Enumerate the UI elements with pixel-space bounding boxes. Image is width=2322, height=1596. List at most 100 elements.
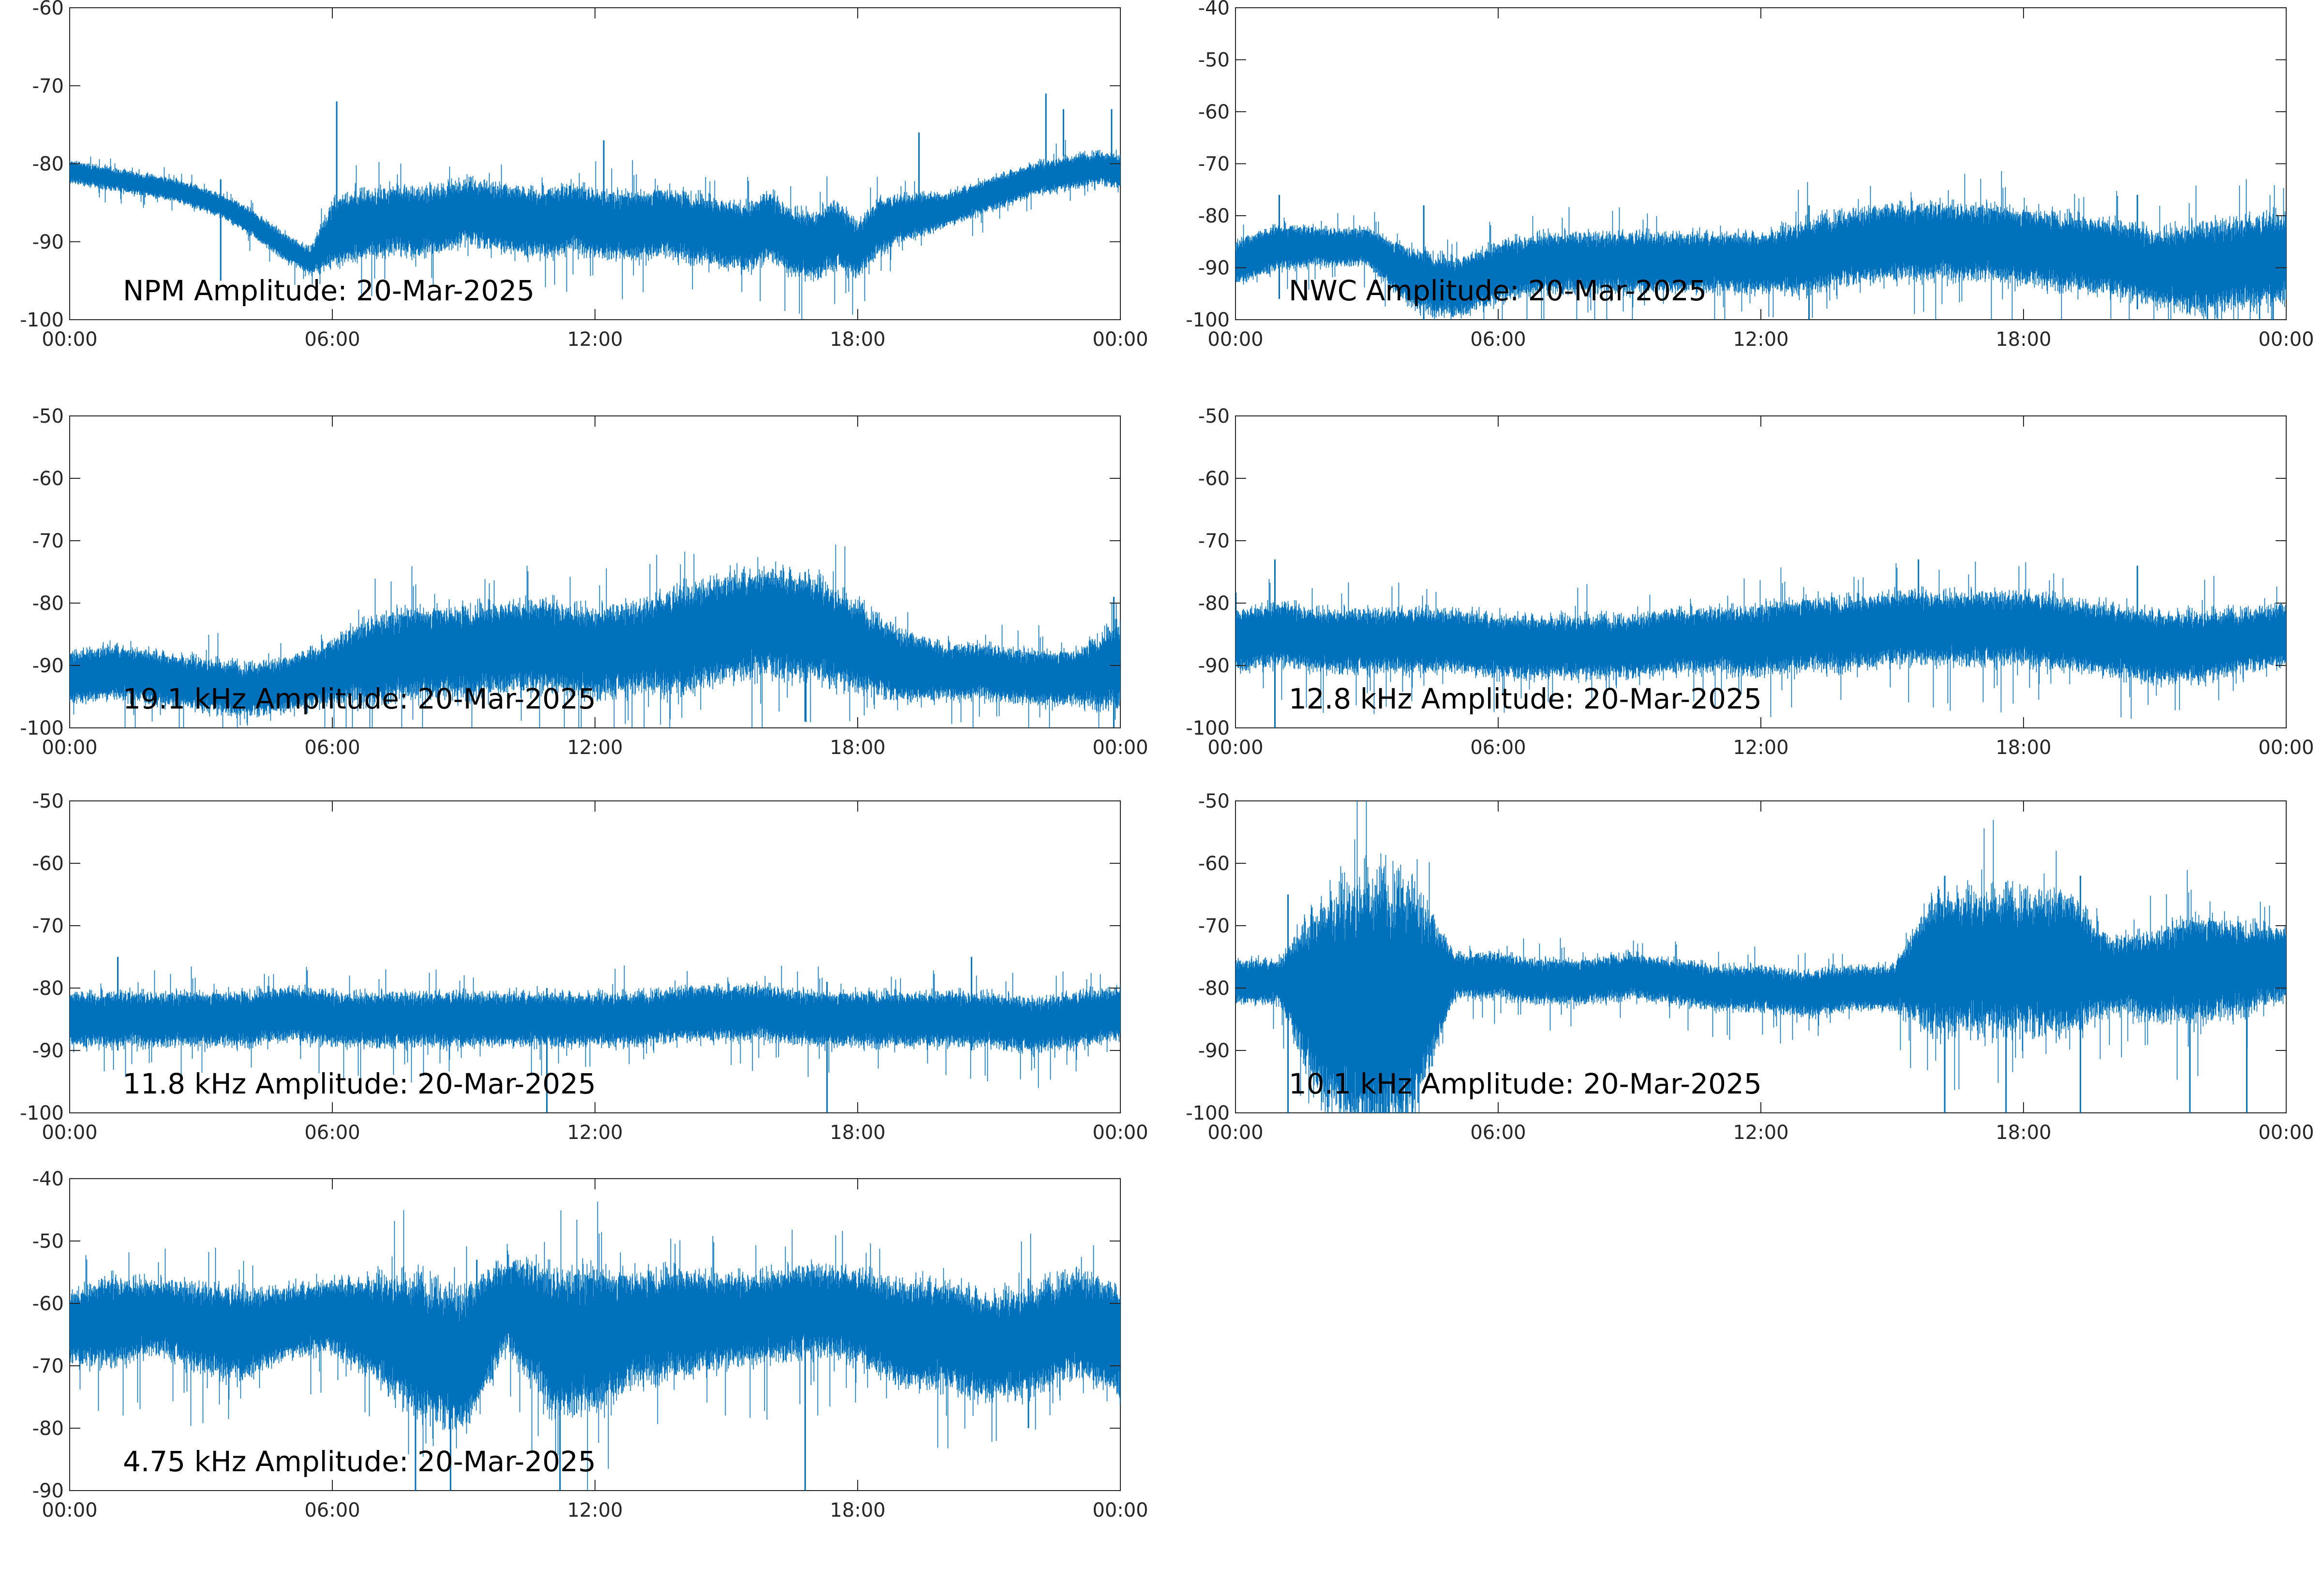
- amplitude-series: [1235, 171, 2286, 320]
- y-tick-label: -100: [1186, 1102, 1230, 1124]
- panel-annotation: 4.75 kHz Amplitude: 20-Mar-2025: [123, 1445, 596, 1478]
- y-tick-label: -80: [1198, 592, 1230, 615]
- panel-annotation: NPM Amplitude: 20-Mar-2025: [123, 274, 535, 307]
- y-tick-label: -100: [1186, 717, 1230, 739]
- x-tick-label: 00:00: [1092, 1122, 1148, 1144]
- y-tick-label: -70: [32, 915, 64, 937]
- x-tick-label: 12:00: [567, 737, 623, 759]
- y-tick-label: -90: [1198, 257, 1230, 280]
- x-tick-label: 18:00: [1995, 328, 2051, 351]
- y-tick-label: -70: [1198, 530, 1230, 552]
- y-tick-label: -90: [1198, 1040, 1230, 1062]
- x-tick-label: 06:00: [304, 328, 360, 351]
- x-tick-label: 00:00: [1207, 737, 1263, 759]
- x-tick-label: 06:00: [1470, 328, 1526, 351]
- panel-annotation: 10.1 kHz Amplitude: 20-Mar-2025: [1289, 1067, 1762, 1100]
- x-tick-label: 12:00: [567, 1499, 623, 1522]
- amplitude-series: [70, 965, 1120, 1088]
- x-tick-label: 00:00: [42, 737, 97, 759]
- y-tick-label: -90: [32, 1480, 64, 1502]
- panel-annotation: 19.1 kHz Amplitude: 20-Mar-2025: [123, 682, 596, 715]
- amplitude-series: [1235, 562, 2286, 719]
- plot-frame: [69, 7, 1121, 320]
- y-tick-label: -70: [1198, 915, 1230, 937]
- x-tick-label: 18:00: [830, 1499, 885, 1522]
- x-tick-label: 00:00: [42, 328, 97, 351]
- x-tick-label: 12:00: [1733, 737, 1788, 759]
- y-tick-label: -90: [32, 1040, 64, 1062]
- x-tick-label: 18:00: [830, 737, 885, 759]
- y-tick-label: -50: [32, 1230, 64, 1253]
- y-tick-label: -70: [32, 530, 64, 552]
- x-tick-label: 00:00: [2258, 328, 2314, 351]
- y-tick-label: -60: [32, 0, 64, 19]
- y-tick-label: -60: [1198, 101, 1230, 123]
- x-tick-label: 12:00: [1733, 328, 1788, 351]
- y-tick-label: -50: [1198, 405, 1230, 428]
- y-tick-label: -60: [32, 853, 64, 875]
- amplitude-series: [1235, 801, 2286, 1113]
- plot-frame: [69, 800, 1121, 1113]
- y-tick-label: -60: [1198, 853, 1230, 875]
- y-tick-label: -50: [1198, 790, 1230, 813]
- amplitude-series: [70, 140, 1120, 320]
- x-tick-label: 12:00: [567, 328, 623, 351]
- y-tick-label: -40: [32, 1168, 64, 1190]
- y-tick-label: -100: [20, 717, 64, 739]
- y-tick-label: -60: [32, 468, 64, 490]
- y-tick-label: -80: [32, 592, 64, 615]
- y-tick-label: -70: [32, 1355, 64, 1377]
- panel-annotation: 11.8 kHz Amplitude: 20-Mar-2025: [123, 1067, 596, 1100]
- x-tick-label: 00:00: [42, 1499, 97, 1522]
- x-tick-label: 18:00: [1995, 1122, 2051, 1144]
- y-tick-label: -80: [1198, 977, 1230, 1000]
- y-tick-label: -50: [32, 405, 64, 428]
- y-tick-label: -90: [32, 231, 64, 253]
- y-tick-label: -100: [1186, 309, 1230, 331]
- x-tick-label: 06:00: [304, 1499, 360, 1522]
- x-tick-label: 00:00: [1092, 737, 1148, 759]
- x-tick-label: 00:00: [2258, 737, 2314, 759]
- x-tick-label: 06:00: [1470, 737, 1526, 759]
- y-tick-label: -70: [32, 75, 64, 97]
- x-tick-label: 18:00: [1995, 737, 2051, 759]
- x-tick-label: 12:00: [1733, 1122, 1788, 1144]
- amplitude-series: [70, 1201, 1120, 1491]
- x-tick-label: 18:00: [830, 1122, 885, 1144]
- y-tick-label: -80: [32, 1418, 64, 1440]
- y-tick-label: -80: [1198, 205, 1230, 227]
- y-tick-label: -50: [1198, 49, 1230, 72]
- x-tick-label: 00:00: [2258, 1122, 2314, 1144]
- y-tick-label: -50: [32, 790, 64, 813]
- y-tick-label: -60: [1198, 468, 1230, 490]
- y-tick-label: -90: [1198, 655, 1230, 677]
- x-tick-label: 06:00: [304, 737, 360, 759]
- y-tick-label: -80: [32, 977, 64, 1000]
- y-tick-label: -80: [32, 153, 64, 176]
- x-tick-label: 00:00: [42, 1122, 97, 1144]
- x-tick-label: 00:00: [1092, 1499, 1148, 1522]
- x-tick-label: 12:00: [567, 1122, 623, 1144]
- plot-frame: [1235, 415, 2287, 728]
- y-tick-label: -60: [32, 1293, 64, 1315]
- x-tick-label: 00:00: [1092, 328, 1148, 351]
- x-tick-label: 06:00: [304, 1122, 360, 1144]
- y-tick-label: -70: [1198, 153, 1230, 176]
- x-tick-label: 00:00: [1207, 1122, 1263, 1144]
- x-tick-label: 18:00: [830, 328, 885, 351]
- panel-annotation: 12.8 kHz Amplitude: 20-Mar-2025: [1289, 682, 1762, 715]
- x-tick-label: 06:00: [1470, 1122, 1526, 1144]
- amplitude-series: [70, 545, 1120, 728]
- y-tick-label: -100: [20, 1102, 64, 1124]
- y-tick-label: -100: [20, 309, 64, 331]
- x-tick-label: 00:00: [1207, 328, 1263, 351]
- y-tick-label: -90: [32, 655, 64, 677]
